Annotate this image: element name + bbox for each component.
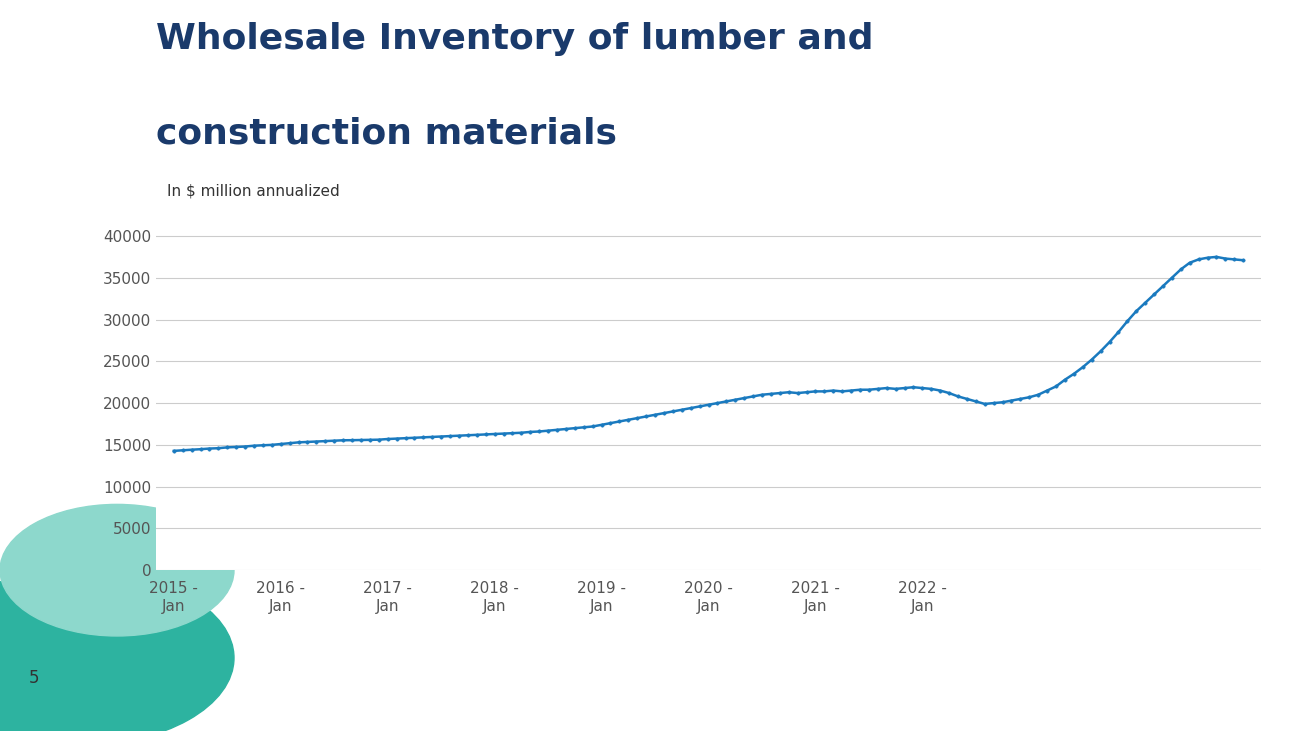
Text: construction materials: construction materials <box>156 117 618 151</box>
Circle shape <box>0 570 234 731</box>
Text: In $ million annualized: In $ million annualized <box>166 183 339 198</box>
Text: Wholesale Inventory of lumber and: Wholesale Inventory of lumber and <box>156 22 874 56</box>
Circle shape <box>0 504 234 636</box>
Text: 5: 5 <box>29 669 39 687</box>
